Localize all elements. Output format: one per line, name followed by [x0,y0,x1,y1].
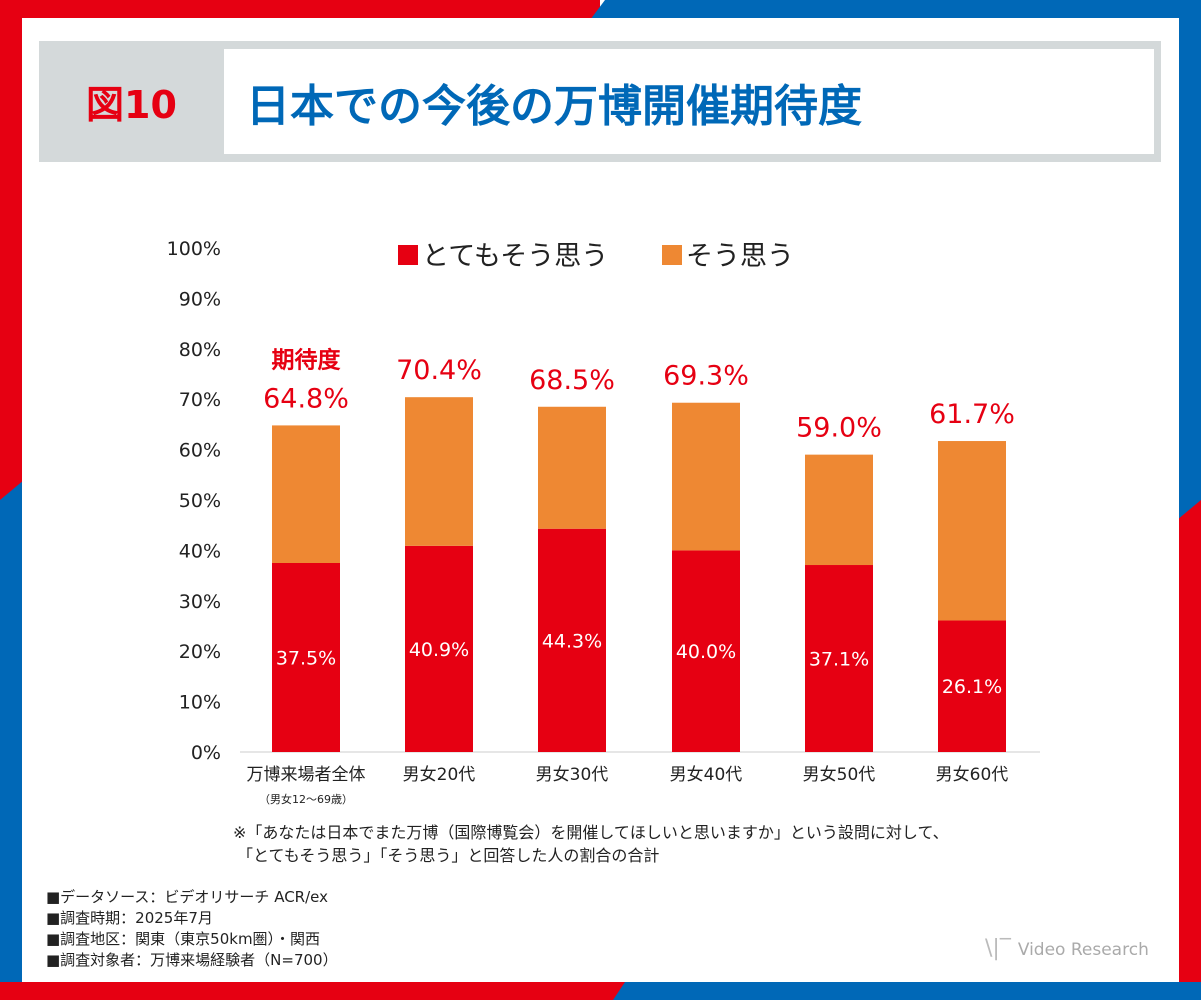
category-sublabel: （男女12～69歳） [259,792,353,806]
data-label-very: 26.1% [942,676,1002,698]
data-label-very: 37.1% [809,649,869,671]
logo: \|‾ Video Research [985,936,1149,961]
note-area: ■調査地区：関東（東京50km圏）・関西 [46,930,321,948]
source-notes: ■データソース：ビデオリサーチ ACR/ex ■調査時期：2025年7月 ■調査… [46,887,338,971]
category-label: 男女30代 [536,765,609,785]
logo-mark-icon: \|‾ [985,936,1018,961]
bar-somewhat [538,406,606,529]
data-label-total: 68.5% [529,365,615,396]
bar-somewhat [405,397,473,546]
category-label: 男女20代 [403,765,476,785]
y-tick-label: 60% [179,440,221,462]
bar-somewhat [272,425,340,563]
data-label-very: 40.0% [676,641,736,663]
bar-somewhat [805,454,873,566]
legend-swatch-somewhat [662,245,682,265]
page-title: 日本での今後の万博開催期待度 [246,80,862,132]
bar-somewhat [672,402,740,551]
frame-top-blue [590,0,1201,20]
footnote-1: ※「あなたは日本でまた万博（国際博覧会）を開催してほしいと思いますか」という設問… [233,823,949,842]
y-tick-label: 50% [179,490,221,512]
data-label-total: 61.7% [929,399,1015,430]
data-label-total: 64.8% [263,383,349,414]
bar-very [405,545,473,752]
bar-very [805,565,873,752]
bar-very [538,528,606,752]
category-label: 男女60代 [936,765,1009,785]
bar-very [672,550,740,752]
category-label: 男女40代 [670,765,743,785]
data-label-very: 37.5% [276,648,336,670]
bar-very [938,620,1006,752]
data-label-very: 40.9% [409,639,469,661]
note-target: ■調査対象者：万博来場経験者（N=700） [46,951,338,969]
bar-very [272,563,340,752]
y-tick-label: 0% [191,742,221,764]
y-tick-label: 30% [179,591,221,613]
note-period: ■調査時期：2025年7月 [46,909,213,927]
footnote-2: 「とてもそう思う」「そう思う」と回答した人の割合の合計 [237,846,660,865]
total-caption: 期待度 [272,346,342,373]
data-label-very: 44.3% [542,630,602,652]
note-source: ■データソース：ビデオリサーチ ACR/ex [46,888,328,906]
category-label: 万博来場者全体 [247,765,366,785]
category-label: 男女50代 [803,765,876,785]
legend: とてもそう思う そう思う [398,241,794,272]
frame-left-red [0,0,24,500]
bar-somewhat [938,441,1006,621]
y-tick-label: 70% [179,389,221,411]
legend-label-somewhat: そう思う [686,241,794,272]
y-tick-label: 100% [167,238,221,260]
frame-left-blue [0,480,24,1000]
header: 図10 日本での今後の万博開催期待度 [39,41,1161,162]
y-tick-label: 40% [179,540,221,562]
legend-swatch-very [398,245,418,265]
figure-label: 図10 [86,83,177,127]
y-tick-label: 80% [179,339,221,361]
frame-right-blue [1177,0,1201,520]
frame-right-red [1177,500,1201,1000]
y-tick-label: 10% [179,692,221,714]
frame-bottom-red [0,982,625,1000]
data-label-total: 59.0% [796,413,882,444]
y-tick-label: 20% [179,641,221,663]
legend-label-very: とてもそう思う [422,241,608,272]
frame-top-red [0,0,600,20]
data-label-total: 70.4% [396,355,482,386]
y-tick-label: 90% [179,288,221,310]
data-label-total: 69.3% [663,361,749,392]
title-box: 日本での今後の万博開催期待度 [224,49,1154,154]
logo-text: Video Research [1017,940,1149,960]
